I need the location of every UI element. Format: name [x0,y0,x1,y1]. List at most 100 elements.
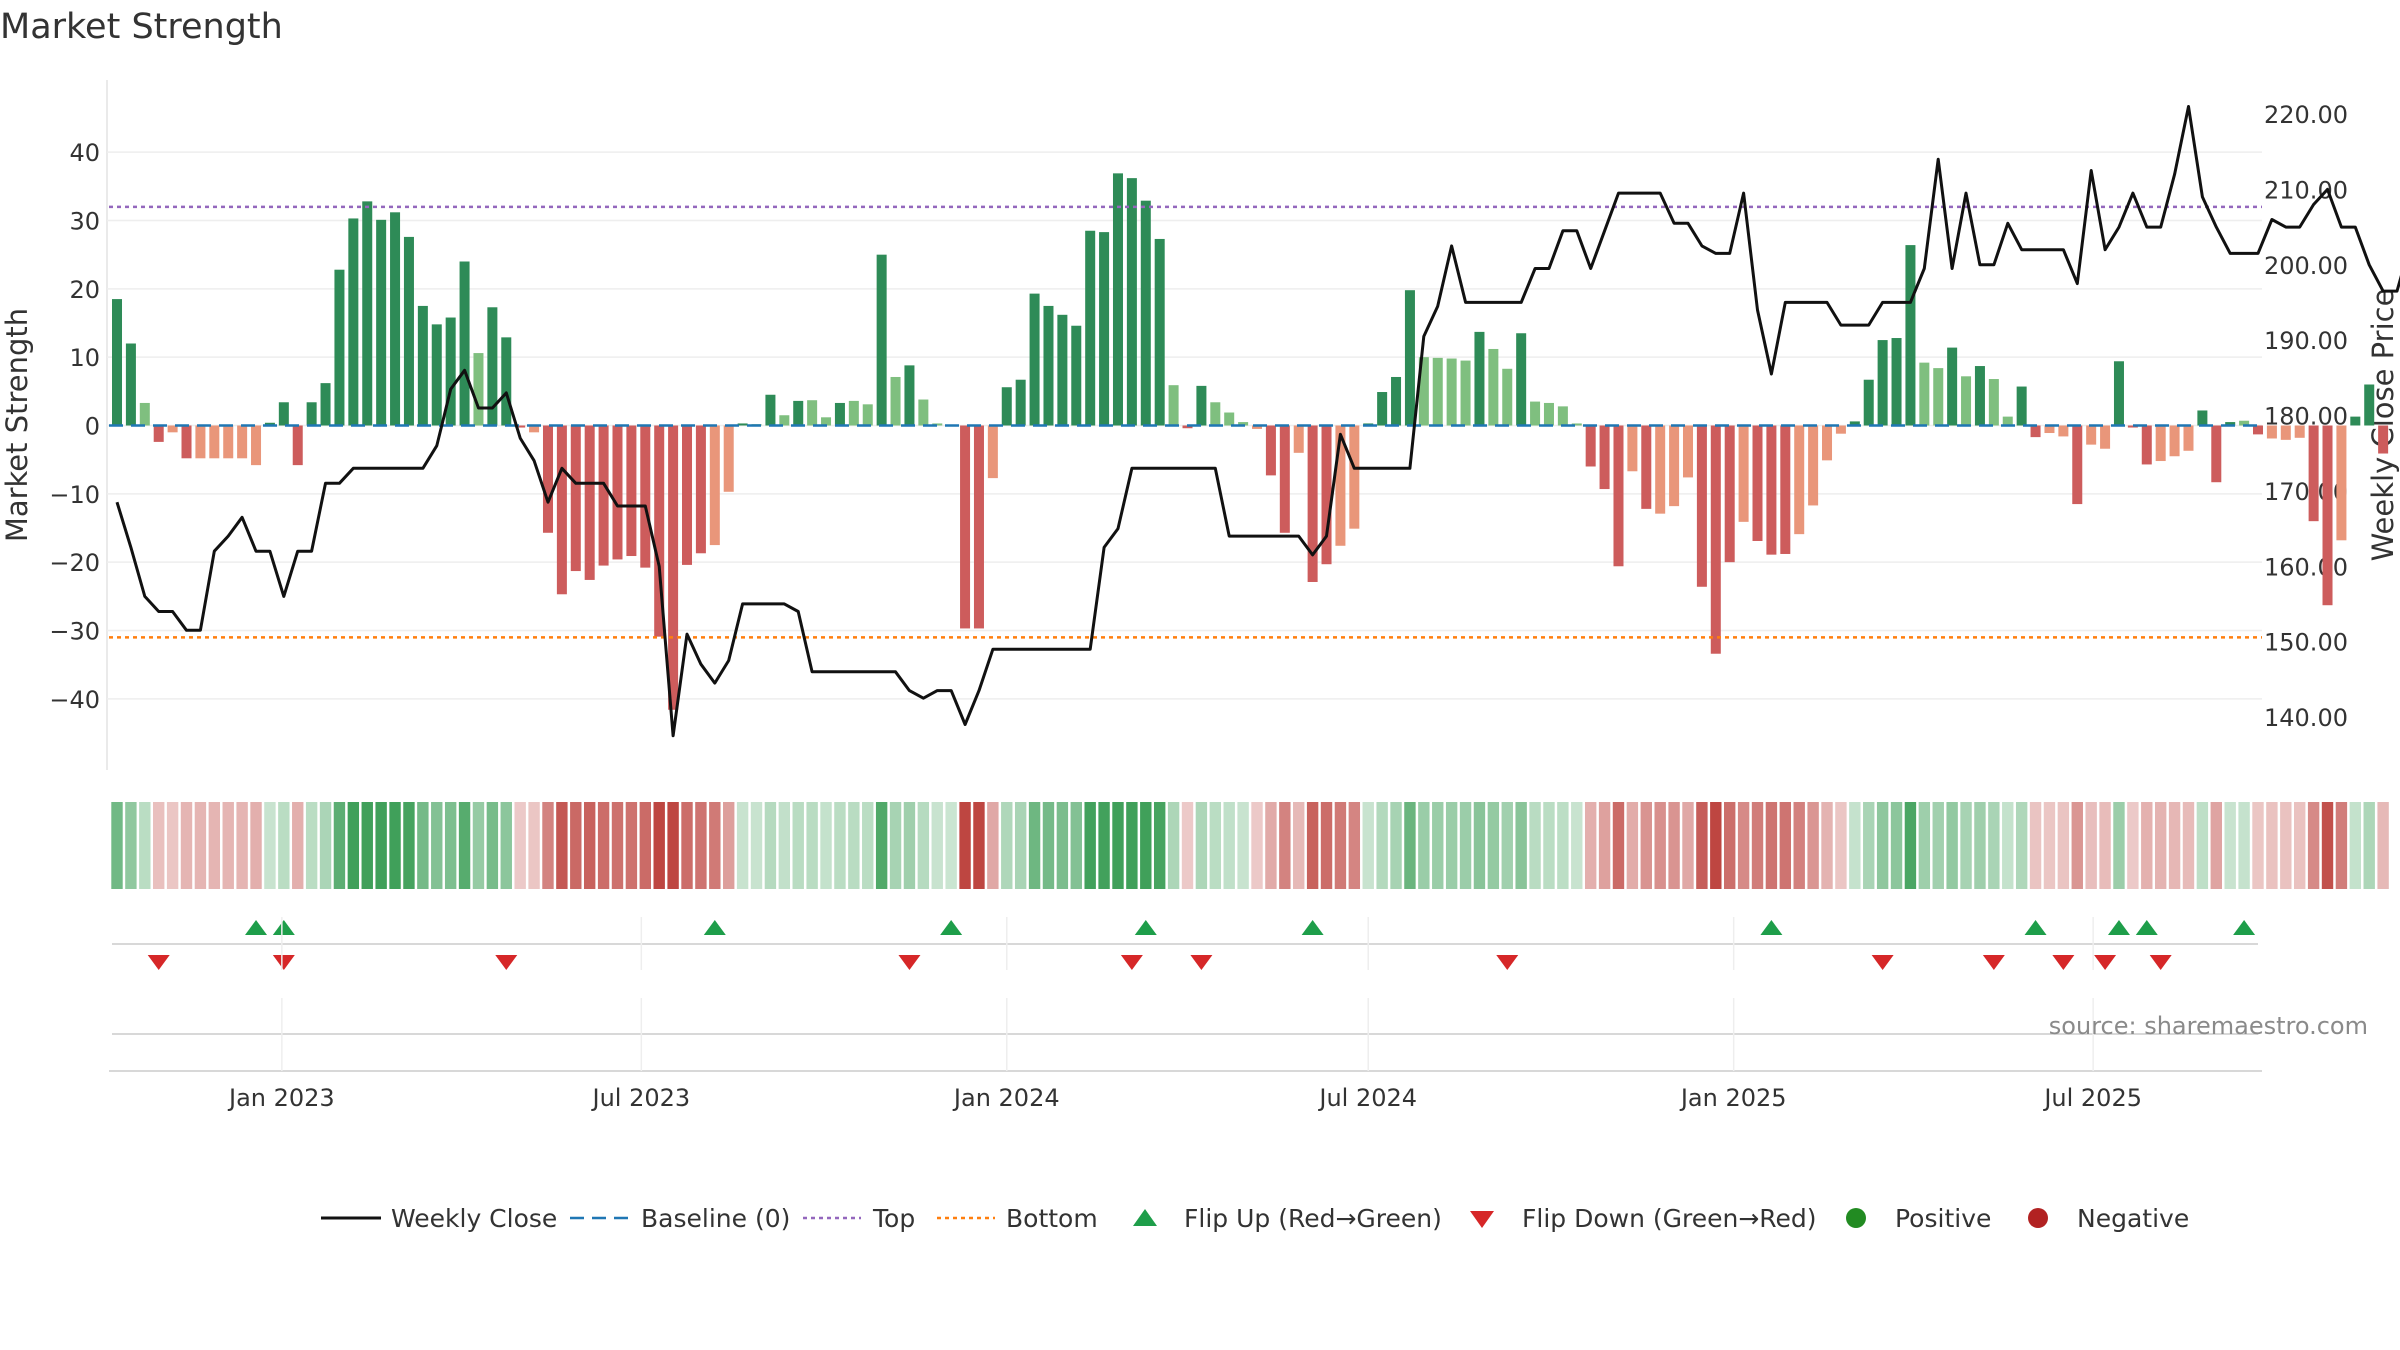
strength-bar [1057,314,1068,426]
flip-down-marker [1982,955,2005,970]
strength-bar [2141,425,2152,465]
heat-cell [1028,802,1041,889]
heat-cell [1988,802,2000,889]
heat-cell [1751,802,1764,889]
heat-cell [1376,802,1388,889]
heat-cell [2196,802,2209,889]
y-axis-ticks: 40 30 20 10 0 −10 −20 −30 −40 [49,139,100,714]
heat-cell [1682,802,1694,889]
strength-bar [403,236,414,426]
strength-bar [1071,325,1082,426]
strength-bar [598,425,609,566]
heat-cell [1167,802,1180,889]
strength-bar [834,402,845,426]
strength-bar [112,299,123,426]
heat-cell [987,802,999,889]
heat-cell [1459,802,1472,889]
heat-cell [1042,802,1055,889]
x-tick-label: Jul 2024 [1317,1084,1417,1112]
heat-cell [444,802,457,889]
strength-bar [473,353,484,426]
strength-bar [1947,347,1958,426]
heat-cell [917,802,930,889]
strength-bar [918,399,929,426]
heat-cell [278,802,290,889]
strength-bar [2002,416,2013,426]
flip-up-marker [940,920,963,935]
weekly-close-series [115,105,2400,738]
heat-cell [2280,802,2292,889]
heat-cell [1946,802,1958,889]
heat-cell [2043,802,2056,889]
heat-cell [1432,802,1444,889]
strength-bar [376,219,387,426]
heat-cell [889,802,902,889]
strength-bar [1335,425,1346,546]
heat-cell [1807,802,1819,889]
heat-cell [305,802,318,889]
strength-bar [1710,425,1721,654]
heat-cell [1098,802,1110,889]
heat-cell [431,802,443,889]
heat-cell [319,802,332,889]
y-tick-label: 0 [85,413,100,441]
heat-cell [1181,802,1194,889]
strength-bar [1432,357,1443,426]
heat-cell [1863,802,1875,889]
heat-cell [1251,802,1263,889]
heat-cell [667,802,679,889]
heat-cell [2085,802,2097,889]
heat-cell [1362,802,1374,889]
strength-bar [1265,425,1276,476]
heat-cell [2349,802,2362,889]
heat-cell [1974,802,1986,889]
strength-bar [1210,402,1221,426]
strength-bar [1571,423,1582,426]
heat-cell [1126,802,1138,889]
strength-bar [1766,425,1777,555]
heat-cell [222,802,234,889]
strength-bar [862,404,873,426]
strength-bar [960,425,971,629]
strength-bar [556,425,567,595]
strength-bar [223,425,234,459]
strength-bar [195,425,206,459]
strength-bar [1001,387,1012,426]
strength-bar [1682,425,1693,478]
y2-tick-label: 170.00 [2264,478,2348,506]
strength-bar [2211,425,2222,483]
heat-cell [542,802,554,889]
strength-bar [348,218,359,426]
strength-bar [765,394,776,426]
strength-bar [626,425,637,557]
strength-bar [2336,425,2347,541]
heat-cell [820,802,832,889]
strength-bar [181,425,192,459]
y2-tick-label: 190.00 [2264,327,2348,355]
strength-bar [779,415,790,426]
heat-cell [417,802,429,889]
y2-axis-ticks: 220.00 210.00 200.00 190.00 180.00 170.00 160.… [2264,101,2348,732]
strength-bar [2350,416,2361,426]
y2-tick-label: 180.00 [2264,403,2348,431]
strength-bar [1488,348,1499,426]
strength-bar [723,425,734,492]
heat-cell [1237,802,1249,889]
x-tick-label: Jul 2025 [2042,1084,2142,1112]
x-tick-label: Jan 2023 [227,1084,335,1112]
strength-bar [1085,230,1096,426]
heat-cell [2377,802,2389,889]
heat-cell [403,802,415,889]
heat-cell [834,802,846,889]
strength-bar [1293,425,1304,453]
heat-cell [750,802,763,889]
heat-cell [236,802,248,889]
y2-tick-label: 140.00 [2264,704,2348,732]
strength-bar [695,425,706,554]
strength-bar [640,425,651,568]
heat-cell [1626,802,1639,889]
heat-cell [1890,802,1903,889]
strength-bars [112,173,2389,710]
flip-up-marker [703,920,726,935]
heat-cell [375,802,387,889]
